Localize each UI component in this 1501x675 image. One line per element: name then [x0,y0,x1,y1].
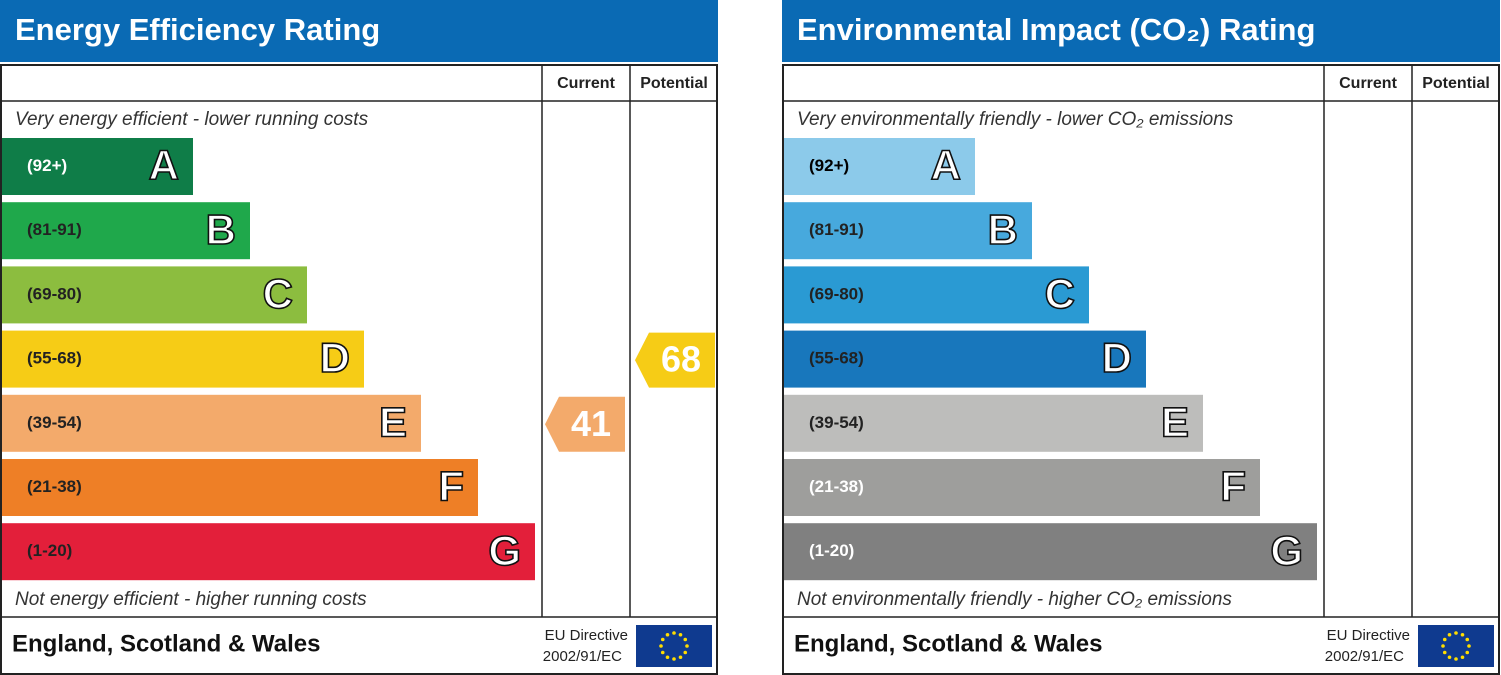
band-letter: A [149,142,179,189]
band-range: (39-54) [27,413,82,432]
eu-star [659,644,663,648]
band-letter: F [438,463,464,510]
band-letter: A [931,142,961,189]
bottom-note: Not environmentally friendly - higher CO… [797,589,1232,610]
band-bar [784,266,1089,324]
band-range: (81-91) [809,220,864,239]
band-bar [2,266,307,324]
band-letter: B [206,206,236,253]
footer-region: England, Scotland & Wales [794,630,1102,657]
band-letter: F [1220,463,1246,510]
band-letter: G [488,527,521,574]
column-header: Potential [1422,75,1490,92]
potential-arrow [635,332,715,388]
band-bar [2,459,478,516]
footer-region: England, Scotland & Wales [12,630,320,657]
eu-star [672,631,676,635]
eu-star [678,632,683,637]
current-value: 41 [571,403,611,444]
rating-panel: Environmental Impact (CO₂) Rating Current… [782,0,1500,675]
eu-star [683,650,688,655]
band-bar [2,394,421,452]
band-range: (55-68) [27,349,82,368]
band-range: (92+) [27,156,67,175]
eu-star [1454,657,1458,661]
eu-star [660,637,665,642]
band-bar [784,330,1146,388]
band-range: (55-68) [809,349,864,368]
directive-line: EU Directive [545,627,628,644]
band-bar [2,330,364,388]
band-letter: E [379,398,407,445]
band-letter: C [1045,270,1075,317]
eu-star [1467,644,1471,648]
directive-line: 2002/91/EC [543,648,622,665]
eu-star [1460,655,1465,660]
rating-panel: Energy Efficiency Rating Current Potential… [0,0,718,675]
band-letter: D [1102,334,1132,381]
eu-star [665,655,670,660]
table-frame [782,64,1500,675]
band-range: (39-54) [809,413,864,432]
eu-star [1460,632,1465,637]
band-range: (92+) [809,156,849,175]
eu-star [1447,655,1452,660]
eu-star [1442,637,1447,642]
title-bar [782,0,1500,62]
directive-line: 2002/91/EC [1325,648,1404,665]
table-frame [0,64,718,675]
band-bar [784,138,975,195]
band-range: (21-38) [27,477,82,496]
band-letter: E [1161,398,1189,445]
band-range: (1-20) [27,541,72,560]
band-bar [784,523,1317,581]
current-arrow [545,396,625,452]
eu-star [1442,650,1447,655]
band-letter: B [988,206,1018,253]
band-range: (69-80) [809,284,864,303]
band-bar [784,459,1260,516]
eu-star [1454,631,1458,635]
band-bar [784,202,1032,260]
column-header: Potential [640,75,708,92]
eu-star [665,632,670,637]
title-bar [0,0,718,62]
eu-star [672,657,676,661]
band-bar [784,394,1203,452]
top-note: Very environmentally friendly - lower CO… [797,109,1234,130]
band-letter: C [263,270,293,317]
eu-star [1447,632,1452,637]
eu-star [1441,644,1445,648]
eu-star [685,644,689,648]
band-bar [2,138,193,195]
eu-star [1465,650,1470,655]
column-header: Current [557,75,615,92]
eu-star [678,655,683,660]
potential-value: 68 [661,339,701,380]
top-note: Very energy efficient - lower running co… [15,109,369,130]
eu-star [660,650,665,655]
panel-title: Energy Efficiency Rating [15,12,380,47]
band-letter: D [320,334,350,381]
band-letter: G [1270,527,1303,574]
band-bar [2,202,250,260]
eu-star [1465,637,1470,642]
band-range: (81-91) [27,220,82,239]
panel-title: Environmental Impact (CO₂) Rating [797,12,1315,47]
band-range: (1-20) [809,541,854,560]
band-range: (69-80) [27,284,82,303]
band-range: (21-38) [809,477,864,496]
eu-star [683,637,688,642]
band-bar [2,523,535,581]
column-header: Current [1339,75,1397,92]
directive-line: EU Directive [1327,627,1410,644]
bottom-note: Not energy efficient - higher running co… [15,589,367,610]
